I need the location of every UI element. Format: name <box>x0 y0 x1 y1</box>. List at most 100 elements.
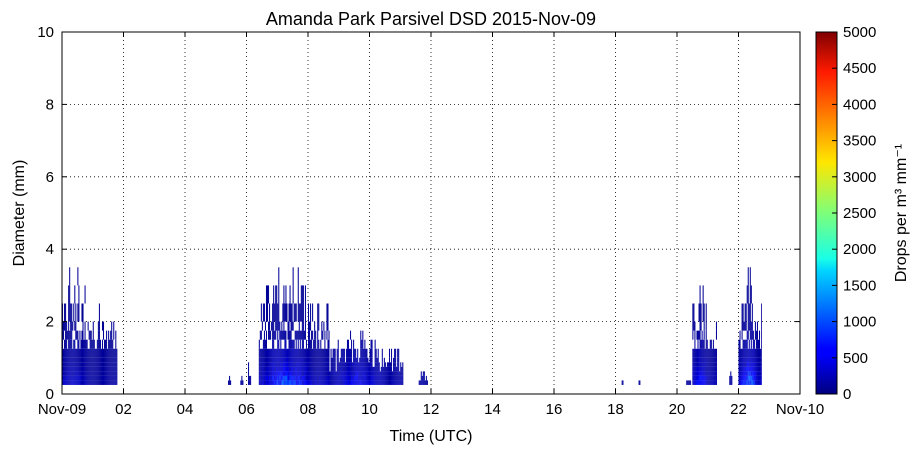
heatmap-cell <box>62 375 64 381</box>
heatmap-cell <box>84 348 86 358</box>
heatmap-cell <box>381 375 383 381</box>
heatmap-cell <box>277 303 279 322</box>
heatmap-cell <box>300 375 302 381</box>
heatmap-cell <box>377 380 379 385</box>
heatmap-cell <box>345 375 347 381</box>
heatmap-cell <box>288 357 290 363</box>
heatmap-cell <box>401 375 403 381</box>
heatmap-cell <box>250 375 252 381</box>
heatmap-cell <box>283 362 285 367</box>
heatmap-cell <box>349 362 351 367</box>
heatmap-cell <box>73 362 75 367</box>
heatmap-cell <box>279 371 281 376</box>
heatmap-cell <box>694 380 696 385</box>
heatmap-cell <box>708 348 710 358</box>
heatmap-cell <box>294 362 296 367</box>
heatmap-cell <box>116 366 118 372</box>
heatmap-cell <box>76 362 78 367</box>
heatmap-cell <box>759 330 761 340</box>
heatmap-cell <box>401 380 403 385</box>
heatmap-cell <box>282 362 284 367</box>
heatmap-cell <box>115 348 117 358</box>
heatmap-cell <box>92 357 94 363</box>
heatmap-cell <box>358 375 360 381</box>
heatmap-cell <box>369 366 371 372</box>
heatmap-cell <box>715 357 717 363</box>
heatmap-cell <box>274 371 276 376</box>
heatmap-cell <box>92 375 94 381</box>
heatmap-cell <box>321 357 323 363</box>
heatmap-cell <box>697 348 699 358</box>
heatmap-cell <box>272 348 274 358</box>
heatmap-cell <box>745 375 747 381</box>
heatmap-cell <box>715 380 717 385</box>
heatmap-cell <box>335 375 337 381</box>
heatmap-cell <box>280 348 282 358</box>
heatmap-cell <box>356 366 358 372</box>
heatmap-cell <box>756 357 758 363</box>
heatmap-cell <box>94 366 96 372</box>
heatmap-cell <box>82 371 84 376</box>
heatmap-cell <box>397 348 399 358</box>
heatmap-cell <box>354 357 356 363</box>
heatmap-cell <box>62 371 64 376</box>
heatmap-cell <box>70 362 72 367</box>
heatmap-cell <box>92 339 94 349</box>
heatmap-cell <box>279 321 281 331</box>
heatmap-cell <box>327 339 329 349</box>
heatmap-cell <box>286 357 288 363</box>
heatmap-cell <box>264 380 266 385</box>
heatmap-cell <box>743 339 745 349</box>
heatmap-cell <box>740 348 742 358</box>
heatmap-cell <box>328 339 330 349</box>
x-tick-label: 16 <box>546 401 563 418</box>
heatmap-cell <box>712 348 714 358</box>
heatmap-cell <box>74 371 76 376</box>
heatmap-cell <box>309 380 311 385</box>
heatmap-cell <box>760 357 762 363</box>
heatmap-cell <box>375 362 377 367</box>
heatmap-cell <box>337 371 339 376</box>
heatmap-cell <box>325 375 327 381</box>
heatmap-cell <box>70 380 72 385</box>
heatmap-cell <box>277 348 279 358</box>
heatmap-cell <box>748 375 750 381</box>
heatmap-cell <box>738 362 740 367</box>
heatmap-cell <box>761 366 762 372</box>
heatmap-cell <box>714 371 716 376</box>
heatmap-cell <box>263 366 265 372</box>
heatmap-cell <box>81 330 83 340</box>
heatmap-cell <box>67 375 69 381</box>
heatmap-cell <box>370 371 372 376</box>
heatmap-cell <box>700 375 702 381</box>
heatmap-cell <box>64 357 66 363</box>
heatmap-cell <box>752 357 754 363</box>
heatmap-cell <box>730 371 732 376</box>
heatmap-cell <box>345 380 347 385</box>
heatmap-cell <box>92 366 94 372</box>
heatmap-cell <box>78 303 80 322</box>
heatmap-cell <box>321 380 323 385</box>
heatmap-cell <box>423 375 425 381</box>
heatmap-cell <box>755 357 757 363</box>
heatmap-cell <box>362 380 364 385</box>
colorbar-tick-label: 2000 <box>843 241 876 258</box>
heatmap-cell <box>292 371 294 376</box>
heatmap-cell <box>333 348 335 358</box>
heatmap-cell <box>288 371 290 376</box>
heatmap-cell <box>261 362 263 367</box>
heatmap-cell <box>696 380 698 385</box>
heatmap-cell <box>97 357 99 363</box>
heatmap-cell <box>711 371 713 376</box>
heatmap-cell <box>701 330 703 340</box>
heatmap-cell <box>267 366 269 372</box>
heatmap-cell <box>741 348 743 358</box>
heatmap-cell <box>701 371 703 376</box>
heatmap-cell <box>337 348 339 358</box>
heatmap-cell <box>740 362 742 367</box>
heatmap-cell <box>310 357 312 363</box>
heatmap-cell <box>323 375 325 381</box>
heatmap-cell <box>303 371 305 376</box>
heatmap-cell <box>308 362 310 367</box>
heatmap-cell <box>103 371 105 376</box>
